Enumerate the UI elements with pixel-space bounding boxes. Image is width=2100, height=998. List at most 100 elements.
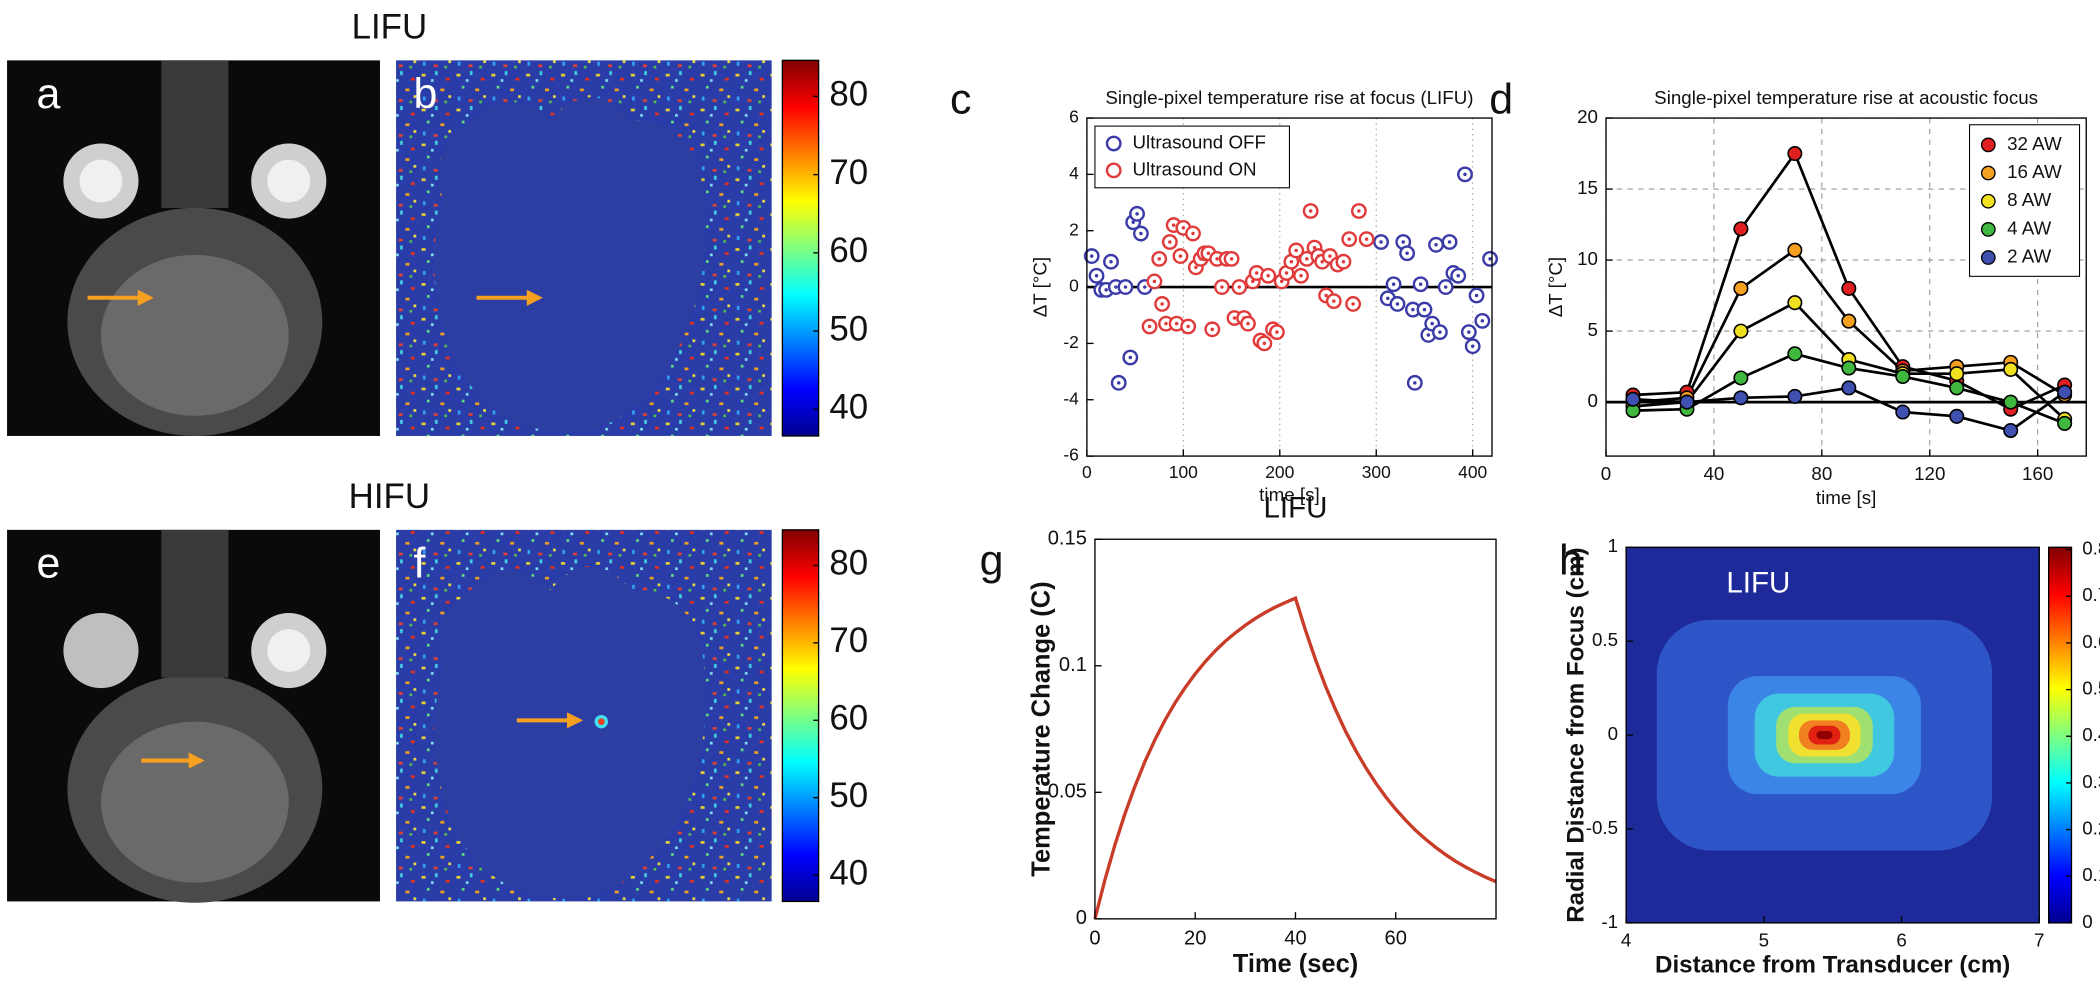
legend-label: Ultrasound OFF xyxy=(1132,131,1266,152)
x-tick-label: 160 xyxy=(2022,463,2053,484)
scatter-dot xyxy=(1206,251,1211,255)
scatter-dot xyxy=(1128,355,1133,360)
scatter-dot xyxy=(1116,381,1121,385)
x-tick-label: 0 xyxy=(1601,463,1611,484)
row-title: HIFU xyxy=(349,477,430,516)
scatter-dot xyxy=(1237,285,1242,289)
scatter-dot xyxy=(1262,341,1267,346)
x-tick-label: 40 xyxy=(1703,463,1724,484)
x-axis-label: Time (sec) xyxy=(1233,950,1359,978)
line-marker xyxy=(2057,384,2073,400)
y-axis-label: Radial Distance from Focus (cm) xyxy=(1563,547,1590,922)
axes: 0 100 200 300 400 -6 -4 -2 0 2 4 6 Single-pixel temp… xyxy=(1030,87,1492,505)
plot-frame xyxy=(1625,546,2040,924)
scatter-dot xyxy=(1413,381,1417,385)
scatter-dot xyxy=(1347,237,1351,241)
legend-marker xyxy=(1105,162,1122,179)
colorbar xyxy=(781,59,820,437)
colorbar-tick-label: 0.5 xyxy=(2082,678,2100,699)
scatter-dot xyxy=(1324,293,1328,298)
mri-image xyxy=(7,529,380,903)
legend-marker xyxy=(1980,137,1996,153)
plot-frame xyxy=(1086,117,1493,457)
y-axis-label: ΔT [°C] xyxy=(1545,257,1566,317)
scatter-dot xyxy=(1275,330,1279,334)
scatter-dot xyxy=(1254,271,1259,275)
colorbar xyxy=(781,529,820,903)
plot-frame xyxy=(1094,538,1497,920)
y-tick-label: 0.1 xyxy=(1059,654,1087,676)
legend-label: 4 AW xyxy=(2007,217,2051,238)
line-marker xyxy=(1949,380,1965,396)
colorbar-tick-label: 0.4 xyxy=(2082,724,2100,745)
line-marker xyxy=(2003,394,2019,410)
scatter-dot xyxy=(1181,226,1186,230)
colorbar-tick-label: 0.2 xyxy=(2082,818,2100,839)
scatter-dot xyxy=(1422,307,1427,312)
scatter-dot xyxy=(1299,274,1303,278)
scatter-dot xyxy=(1401,240,1405,244)
line-marker xyxy=(1841,360,1857,376)
scatter-dot xyxy=(1123,285,1128,289)
panel-label: h xyxy=(1559,537,1583,585)
x-tick-label: 4 xyxy=(1621,930,1631,951)
scatter-dot xyxy=(1131,220,1135,225)
scatter-dot xyxy=(1220,285,1224,289)
panel-label: b xyxy=(414,70,438,118)
chart-title: LIFU xyxy=(1264,492,1328,525)
scatter-dot xyxy=(1160,302,1164,306)
scatter-dot xyxy=(1447,240,1452,244)
legend-marker xyxy=(1980,193,1996,209)
scatter-dot xyxy=(1379,240,1383,244)
x-tick-label: 300 xyxy=(1362,462,1391,482)
colorbar-tick-label: 70 xyxy=(829,621,868,660)
scatter-dot xyxy=(1395,302,1400,306)
line-marker xyxy=(1841,380,1857,396)
y-tick-label: 2 xyxy=(1069,219,1079,239)
line-marker xyxy=(1733,370,1749,386)
line-marker xyxy=(2003,361,2019,377)
plot-frame xyxy=(1605,117,2087,457)
scatter-dot xyxy=(1332,299,1336,303)
scatter-dot xyxy=(1186,324,1190,329)
colorbar-tick-label: 0 xyxy=(2082,911,2092,932)
scatter-dot xyxy=(1386,296,1390,301)
line xyxy=(1093,595,1497,920)
colorbar-tick-label: 0.3 xyxy=(2082,771,2100,792)
line-marker xyxy=(1787,388,1803,404)
line-marker xyxy=(1841,313,1857,329)
scatter-dot xyxy=(1405,251,1409,255)
scatter-dot xyxy=(1139,231,1143,236)
panel-label: d xyxy=(1489,75,1513,123)
scatter-dot xyxy=(1470,344,1475,348)
scatter-dot xyxy=(1147,324,1152,329)
y-tick-label: 0 xyxy=(1588,390,1598,411)
scatter-dot xyxy=(1171,223,1176,227)
colorbar-tick-label: 60 xyxy=(829,231,868,270)
scatter-dot xyxy=(1294,248,1298,253)
axes: 0 20 40 60 0 0.05 0.1 0.15 LIFU Time (sec) Tempera… xyxy=(1027,492,1407,978)
legend-label: Ultrasound ON xyxy=(1132,158,1256,179)
line-marker xyxy=(1679,394,1695,410)
scatter-dot xyxy=(1094,274,1099,278)
line-marker xyxy=(1733,280,1749,296)
legend-marker xyxy=(1105,135,1122,152)
colorbar-tick-label: 80 xyxy=(829,75,868,114)
x-tick-label: 7 xyxy=(2034,930,2044,951)
scatter-dot xyxy=(1328,254,1332,258)
scatter-dot xyxy=(1284,271,1289,275)
scatter-dot xyxy=(1109,259,1113,264)
x-tick-label: 20 xyxy=(1184,927,1206,949)
x-axis-label: time [s] xyxy=(1816,487,1876,508)
legend-marker xyxy=(1980,222,1996,237)
scatter-dot xyxy=(1174,321,1179,326)
y-axis-label: ΔT [°C] xyxy=(1030,257,1051,317)
colorbar-tick-label: 0.7 xyxy=(2082,584,2100,605)
line-marker xyxy=(1895,369,1911,385)
panel-label: e xyxy=(37,539,61,587)
panel-label: c xyxy=(950,75,971,123)
scatter-dot xyxy=(1279,279,1284,284)
scatter-dot xyxy=(1135,212,1139,216)
scatter-dot xyxy=(1104,288,1108,292)
scatter-dot xyxy=(1229,257,1234,261)
